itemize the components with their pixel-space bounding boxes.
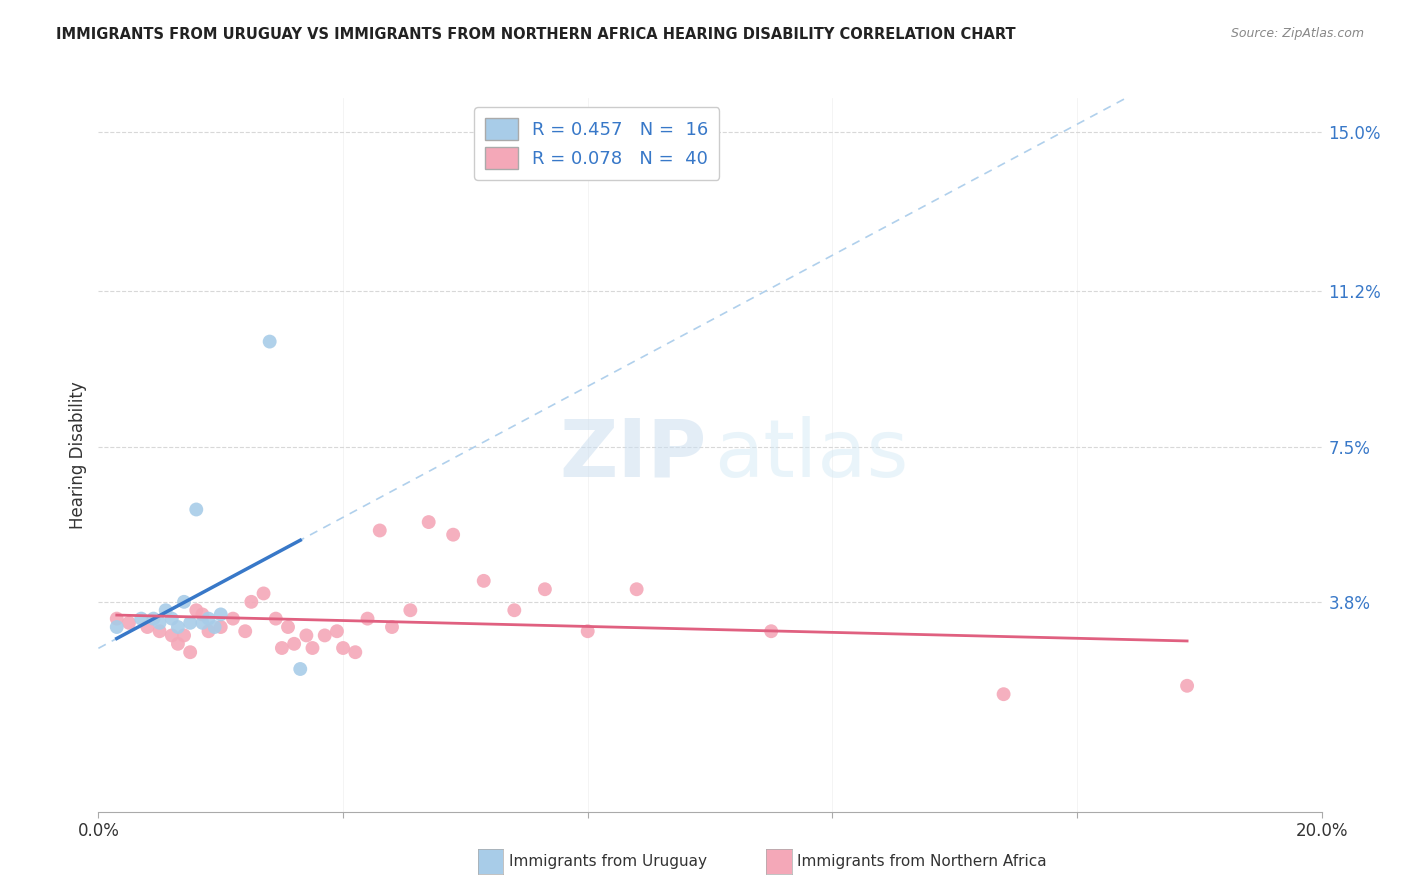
Point	[105, 612, 128, 626]
Point	[129, 612, 152, 626]
Point	[368, 524, 391, 538]
Point	[209, 607, 232, 622]
Point	[160, 628, 183, 642]
Point	[155, 603, 177, 617]
Point	[240, 595, 263, 609]
Point	[301, 640, 323, 655]
Point	[233, 624, 256, 639]
Text: IMMIGRANTS FROM URUGUAY VS IMMIGRANTS FROM NORTHERN AFRICA HEARING DISABILITY CO: IMMIGRANTS FROM URUGUAY VS IMMIGRANTS FR…	[56, 27, 1017, 42]
Point	[295, 628, 318, 642]
Point	[160, 612, 183, 626]
Point	[222, 612, 245, 626]
Point	[381, 620, 404, 634]
Point	[314, 628, 336, 642]
Point	[191, 607, 214, 622]
Point	[105, 620, 128, 634]
Point	[332, 640, 354, 655]
Point	[993, 687, 1015, 701]
Text: Immigrants from Northern Africa: Immigrants from Northern Africa	[797, 854, 1047, 869]
Point	[270, 640, 292, 655]
Point	[179, 645, 201, 659]
Point	[167, 620, 190, 634]
Point	[441, 527, 464, 541]
Point	[186, 502, 208, 516]
Point	[209, 620, 232, 634]
Point	[173, 628, 195, 642]
Point	[356, 612, 378, 626]
Point	[204, 620, 226, 634]
Y-axis label: Hearing Disability: Hearing Disability	[69, 381, 87, 529]
Point	[326, 624, 349, 639]
Text: Source: ZipAtlas.com: Source: ZipAtlas.com	[1230, 27, 1364, 40]
Point	[259, 334, 281, 349]
Point	[344, 645, 367, 659]
Point	[626, 582, 648, 597]
Point	[418, 515, 440, 529]
Point	[191, 615, 214, 630]
Point	[576, 624, 599, 639]
Point	[472, 574, 495, 588]
Point	[142, 612, 165, 626]
Point	[399, 603, 422, 617]
Point	[167, 637, 190, 651]
Point	[118, 615, 141, 630]
Point	[136, 620, 159, 634]
Legend: R = 0.457   N =  16, R = 0.078   N =  40: R = 0.457 N = 16, R = 0.078 N = 40	[474, 107, 720, 180]
Point	[759, 624, 782, 639]
Point	[197, 624, 219, 639]
Point	[277, 620, 299, 634]
Point	[149, 615, 172, 630]
Point	[252, 586, 274, 600]
Point	[1175, 679, 1198, 693]
Point	[503, 603, 526, 617]
Text: atlas: atlas	[714, 416, 908, 494]
Text: ZIP: ZIP	[560, 416, 706, 494]
Point	[149, 624, 172, 639]
Point	[186, 603, 208, 617]
Point	[290, 662, 312, 676]
Point	[197, 612, 219, 626]
Point	[283, 637, 305, 651]
Point	[264, 612, 287, 626]
Text: Immigrants from Uruguay: Immigrants from Uruguay	[509, 854, 707, 869]
Point	[179, 615, 201, 630]
Point	[534, 582, 557, 597]
Point	[173, 595, 195, 609]
